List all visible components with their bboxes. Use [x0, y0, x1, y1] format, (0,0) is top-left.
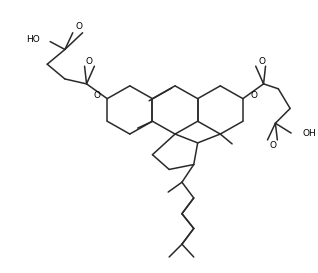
Text: O: O	[75, 22, 82, 31]
Text: O: O	[250, 91, 257, 100]
Text: O: O	[258, 57, 265, 66]
Text: HO: HO	[27, 35, 40, 44]
Text: O: O	[94, 91, 101, 100]
Text: O: O	[85, 57, 92, 66]
Text: OH: OH	[303, 129, 317, 138]
Text: O: O	[270, 141, 277, 150]
